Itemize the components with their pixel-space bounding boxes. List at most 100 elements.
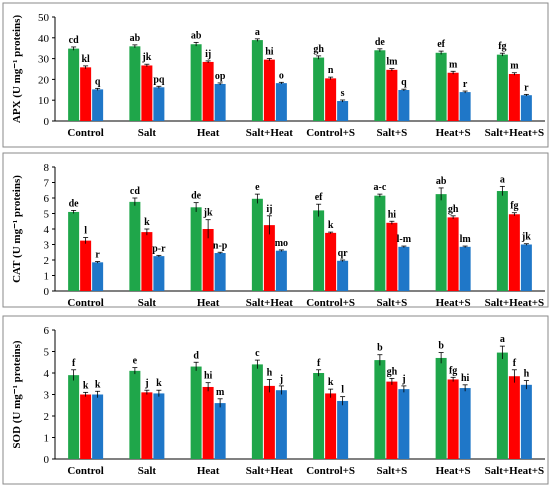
bar — [68, 375, 80, 459]
bar — [80, 394, 92, 459]
bar — [325, 393, 337, 459]
y-tick-label: 4 — [44, 368, 50, 380]
x-category-label: Control+S — [306, 127, 355, 139]
significance-label: d — [193, 350, 199, 361]
significance-label: l — [341, 385, 344, 396]
significance-label: q — [95, 76, 101, 87]
significance-label: h — [267, 367, 273, 378]
significance-label: ij — [205, 49, 211, 60]
bar — [435, 52, 447, 121]
panel-frame — [2, 315, 549, 485]
significance-label: gh — [448, 204, 459, 215]
y-tick-label: 0 — [44, 286, 50, 298]
bar — [313, 373, 325, 459]
x-category-label: Salt+Heat — [246, 465, 294, 477]
bar — [202, 61, 214, 121]
bar — [398, 389, 410, 459]
bar — [313, 57, 325, 121]
bar — [459, 388, 471, 459]
bar — [496, 54, 508, 122]
bar — [435, 357, 447, 459]
x-category-label: Control — [67, 127, 103, 139]
bar — [92, 394, 104, 459]
significance-label: a — [500, 334, 505, 345]
bar — [398, 90, 410, 121]
bar — [129, 46, 141, 121]
bar — [496, 352, 508, 459]
x-category-label: Salt — [138, 297, 157, 309]
bar — [263, 59, 275, 121]
y-tick-label: 4 — [44, 224, 50, 236]
bar — [337, 260, 349, 291]
significance-label: hi — [388, 209, 397, 220]
significance-label: e — [133, 356, 138, 367]
bar — [386, 69, 398, 121]
significance-label: k — [95, 379, 101, 390]
significance-label: ab — [436, 176, 447, 187]
significance-label: ef — [437, 39, 445, 50]
bar — [202, 229, 214, 291]
y-tick-label: 50 — [38, 12, 50, 24]
y-axis-label: SOD (U mg⁻¹ proteins) — [11, 340, 23, 449]
y-tick-label: 8 — [44, 162, 50, 174]
significance-label: r — [95, 250, 100, 261]
y-axis-label: CAT (U mg⁻¹ proteins) — [11, 175, 23, 283]
significance-label: de — [191, 191, 202, 202]
x-category-label: Salt — [138, 127, 157, 139]
bar — [68, 48, 80, 122]
bar — [374, 50, 386, 121]
bar — [68, 211, 80, 291]
y-tick-label: 5 — [44, 209, 50, 221]
significance-label: de — [375, 37, 386, 48]
bar — [214, 83, 226, 121]
significance-label: hi — [461, 373, 470, 384]
bar — [202, 386, 214, 459]
bar — [141, 65, 153, 121]
significance-label: jk — [203, 208, 213, 219]
bar — [337, 101, 349, 121]
bar — [459, 92, 471, 121]
significance-label: e — [255, 182, 260, 193]
significance-label: gh — [313, 44, 324, 55]
x-category-label: Control+S — [306, 465, 355, 477]
bar — [313, 210, 325, 291]
bar — [141, 392, 153, 459]
bar — [386, 381, 398, 459]
x-category-label: Salt+Heat+S — [485, 297, 545, 309]
x-category-label: Salt — [138, 465, 157, 477]
y-tick-label: 0 — [44, 454, 50, 466]
significance-label: s — [341, 88, 345, 99]
significance-label: a — [500, 174, 505, 185]
y-tick-label: 2 — [44, 255, 50, 267]
significance-label: f — [317, 358, 321, 369]
significance-label: r — [463, 79, 468, 90]
bar — [263, 225, 275, 291]
significance-label: m — [216, 387, 225, 398]
bar — [129, 370, 141, 459]
significance-label: k — [83, 380, 89, 391]
x-category-label: Salt+S — [377, 297, 408, 309]
x-category-label: Salt+Heat — [246, 297, 294, 309]
bar — [447, 72, 459, 121]
bar — [153, 87, 165, 121]
significance-label: b — [377, 343, 383, 354]
x-category-label: Heat — [197, 297, 220, 309]
x-category-label: Heat+S — [436, 127, 471, 139]
bar — [447, 379, 459, 459]
x-category-label: Heat — [197, 465, 220, 477]
bar — [325, 78, 337, 121]
bar — [251, 40, 263, 122]
significance-label: n-p — [213, 240, 228, 251]
significance-label: kl — [81, 54, 90, 65]
bar — [153, 393, 165, 459]
bar — [496, 191, 508, 291]
bar — [263, 385, 275, 459]
significance-label: l-m — [397, 234, 412, 245]
significance-label: a-c — [373, 182, 386, 193]
significance-label: p-r — [152, 243, 166, 254]
y-tick-label: 6 — [44, 193, 50, 205]
bar — [508, 73, 520, 121]
bar — [251, 198, 263, 291]
x-category-label: Control+S — [306, 297, 355, 309]
